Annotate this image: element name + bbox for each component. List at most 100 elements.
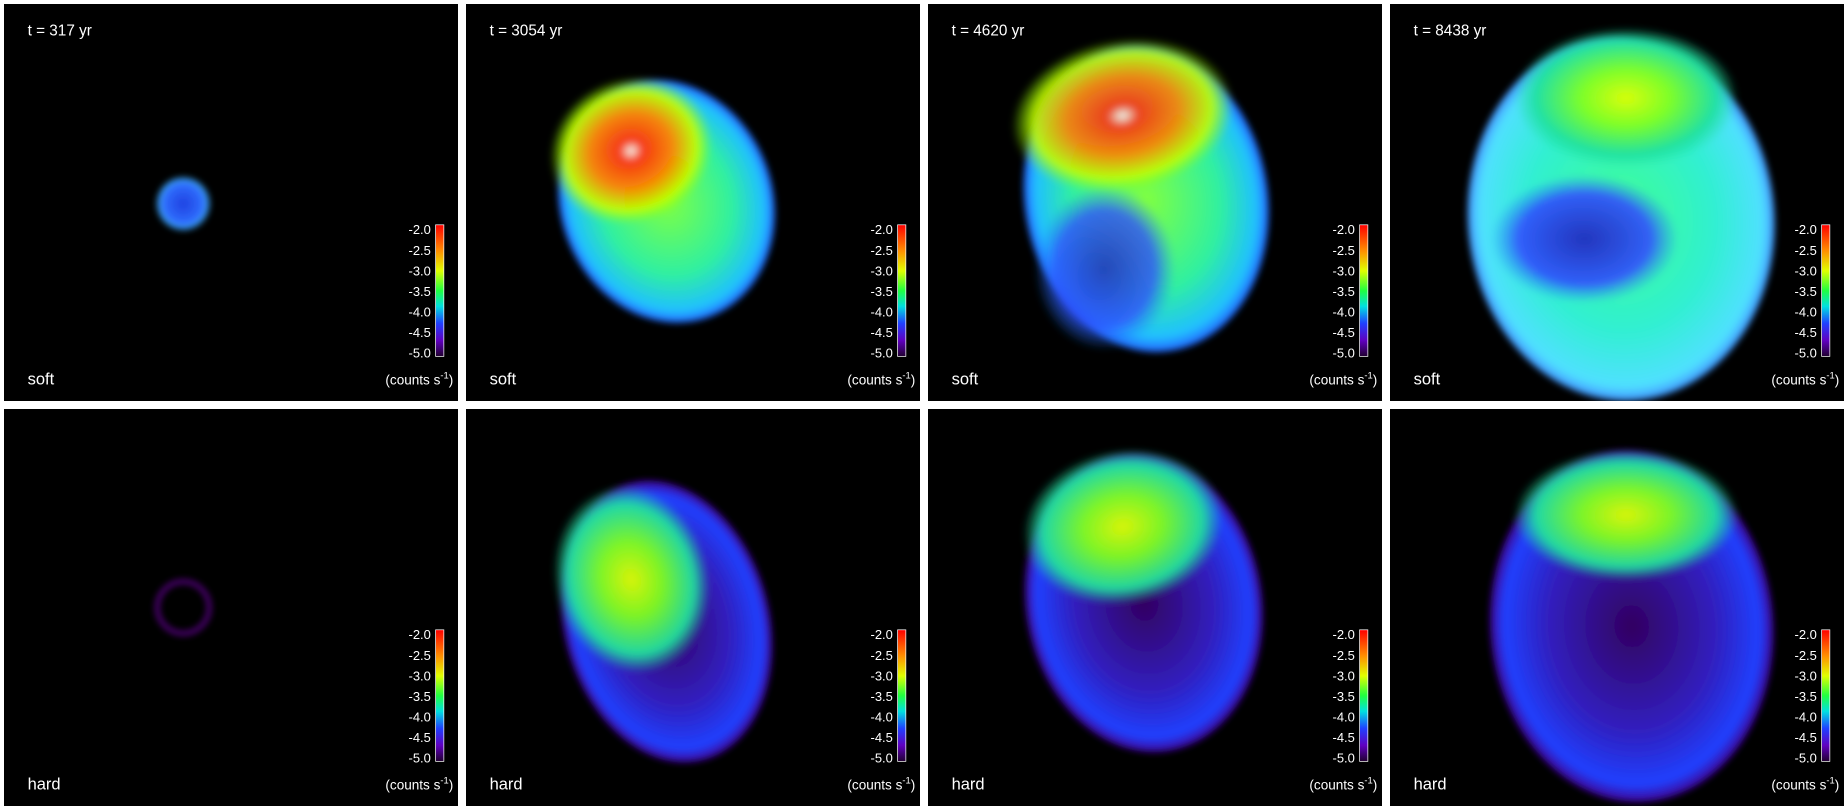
colorbar-tick-label: -2.0 [1795, 627, 1817, 642]
colorbar-tick-label: -3.0 [1795, 263, 1817, 278]
unit-exponent: -1 [1826, 370, 1834, 381]
colorbar-tick-label: -3.5 [1795, 689, 1817, 704]
colorbar-tick-label: -4.0 [1333, 709, 1355, 724]
emission-map [1467, 27, 1775, 401]
colorbar-unit: (counts s-1) [385, 775, 453, 793]
colorbar-tick-label: -4.5 [871, 730, 893, 745]
colorbar-tick-label: -2.5 [871, 648, 893, 663]
colorbar-tick-label: -2.0 [871, 222, 893, 237]
band-label: soft [952, 371, 979, 389]
colorbar-tick-label: -4.0 [871, 709, 893, 724]
colorbar-tick-label: -2.5 [1333, 243, 1355, 258]
colorbar-tick-label: -3.5 [1795, 284, 1817, 299]
colorbar-tick-label: -3.0 [409, 263, 431, 278]
emission-region [157, 177, 210, 230]
colorbar [435, 629, 445, 762]
colorbar-tick-label: -4.5 [871, 325, 893, 340]
colorbar-tick-label: -2.5 [1333, 648, 1355, 663]
colorbar-tick-label: -5.0 [1795, 346, 1817, 361]
colorbar-unit: (counts s-1) [1309, 370, 1377, 388]
colorbar-tick-label: -4.5 [1333, 730, 1355, 745]
unit-exponent: -1 [1364, 775, 1372, 786]
emission-region [1022, 449, 1223, 604]
unit-close: ) [911, 778, 916, 793]
emission-region [1490, 174, 1679, 304]
colorbar-tick-label: -4.0 [871, 304, 893, 319]
band-label: soft [1414, 371, 1441, 389]
emission-region [1513, 27, 1738, 169]
colorbar-tick-label: -5.0 [871, 346, 893, 361]
unit-exponent: -1 [440, 370, 448, 381]
unit-exponent: -1 [1364, 370, 1372, 381]
panel: t = 3054 yr soft -2.0 -2.5 -3.0 -3.5 -4.0 -4.5 -… [466, 4, 920, 401]
unit-close: ) [1373, 373, 1378, 388]
colorbar [1359, 224, 1369, 357]
unit-exponent: -1 [440, 775, 448, 786]
emission-region [155, 579, 211, 636]
colorbar-tick-label: -2.5 [409, 648, 431, 663]
colorbar [897, 629, 907, 762]
colorbar-tick-label: -4.5 [409, 325, 431, 340]
colorbar-unit: (counts s-1) [847, 775, 915, 793]
colorbar-tick-label: -2.5 [871, 243, 893, 258]
colorbar-tick-label: -5.0 [1333, 751, 1355, 766]
time-label: t = 8438 yr [1414, 23, 1487, 40]
colorbar-tick-label: -4.0 [409, 304, 431, 319]
unit-close: ) [1373, 778, 1378, 793]
band-label: hard [28, 776, 61, 794]
unit-text: (counts s [385, 778, 440, 793]
band-label: soft [28, 371, 55, 389]
colorbar-tick-label: -5.0 [1333, 346, 1355, 361]
colorbar-tick-label: -3.0 [871, 668, 893, 683]
panel: t = 8438 yr soft -2.0 -2.5 -3.0 -3.5 -4.0 -4.5 -… [1390, 4, 1844, 401]
unit-exponent: -1 [902, 775, 910, 786]
emission-region [1011, 37, 1234, 194]
emission-region [553, 486, 710, 673]
colorbar-tick-label: -4.0 [1795, 709, 1817, 724]
unit-close: ) [1835, 373, 1840, 388]
panel: t = 317 yr soft -2.0 -2.5 -3.0 -3.5 -4.0 -4.5 -5… [4, 4, 458, 401]
unit-text: (counts s [847, 373, 902, 388]
time-label: t = 4620 yr [952, 23, 1025, 40]
unit-text: (counts s [385, 373, 440, 388]
colorbar-tick-label: -5.0 [409, 751, 431, 766]
panel: t = 4620 yr soft -2.0 -2.5 -3.0 -3.5 -4.0 -4.5 -… [928, 4, 1382, 401]
colorbar-tick-label: -3.0 [1333, 263, 1355, 278]
band-label: hard [1414, 776, 1447, 794]
unit-exponent: -1 [902, 370, 910, 381]
colorbar-tick-label: -4.5 [409, 730, 431, 745]
unit-close: ) [449, 373, 454, 388]
colorbar-tick-label: -2.5 [1795, 243, 1817, 258]
panel: hard -2.0 -2.5 -3.0 -3.5 -4.0 -4.5 -5.0 (counts … [4, 409, 458, 806]
panel: hard -2.0 -2.5 -3.0 -3.5 -4.0 -4.5 -5.0 (counts … [928, 409, 1382, 806]
colorbar-tick-label: -3.5 [409, 689, 431, 704]
band-label: hard [490, 776, 523, 794]
colorbar-tick-label: -2.0 [409, 222, 431, 237]
emission-map [155, 579, 211, 636]
panel: hard -2.0 -2.5 -3.0 -3.5 -4.0 -4.5 -5.0 (counts … [466, 409, 920, 806]
colorbar-tick-label: -5.0 [871, 751, 893, 766]
emission-map [1022, 449, 1263, 753]
colorbar-tick-label: -2.0 [871, 627, 893, 642]
colorbar-tick-label: -3.0 [1333, 668, 1355, 683]
colorbar-tick-label: -4.5 [1795, 730, 1817, 745]
unit-text: (counts s [1771, 778, 1826, 793]
colorbar [435, 224, 445, 357]
colorbar [1821, 629, 1831, 762]
colorbar-tick-label: -2.5 [409, 243, 431, 258]
colorbar-unit: (counts s-1) [1309, 775, 1377, 793]
emission-map [553, 480, 773, 763]
colorbar-tick-label: -3.0 [1795, 668, 1817, 683]
colorbar-tick-label: -5.0 [409, 346, 431, 361]
colorbar-tick-label: -2.0 [1795, 222, 1817, 237]
colorbar-tick-label: -2.0 [1333, 222, 1355, 237]
colorbar-tick-label: -3.0 [409, 668, 431, 683]
unit-close: ) [449, 778, 454, 793]
emission-map [1489, 450, 1774, 803]
emission-region [549, 76, 713, 225]
unit-text: (counts s [847, 778, 902, 793]
colorbar-unit: (counts s-1) [847, 370, 915, 388]
emission-map [157, 177, 210, 230]
band-label: soft [490, 371, 517, 389]
